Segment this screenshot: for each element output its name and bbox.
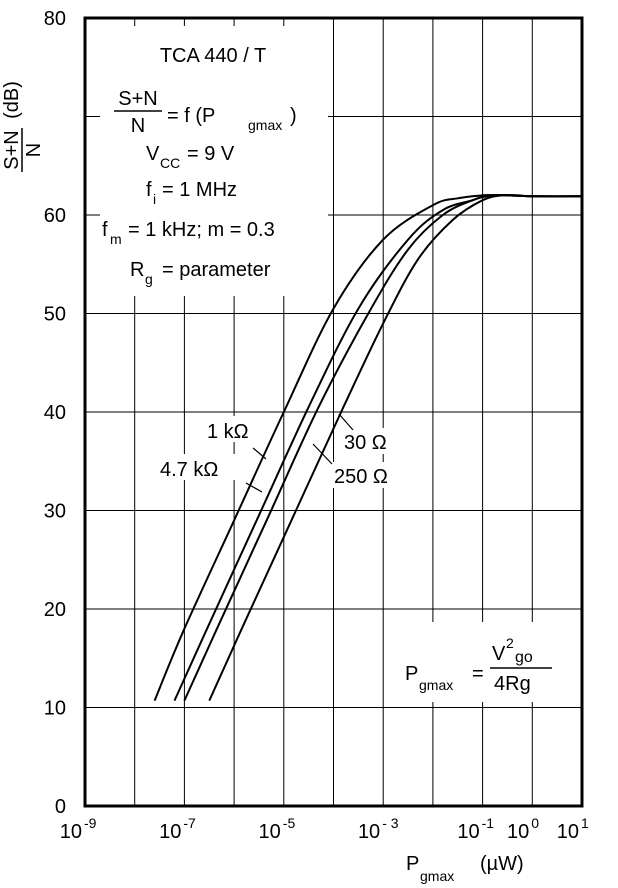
series-label-30: 30 Ω <box>344 432 387 454</box>
plot-frame <box>83 16 584 808</box>
x-tick-exponent: 1 <box>581 815 589 831</box>
pgmax-formula-bg <box>400 622 560 702</box>
y-tick-label: 0 <box>55 796 66 818</box>
leader-line-4k7 <box>245 482 263 493</box>
info-formula-den: N <box>131 115 145 137</box>
y-axis-title-unit: (dB) <box>1 81 23 119</box>
x-tick-base: 10 <box>259 821 281 843</box>
info-box-background <box>100 26 328 296</box>
series-line <box>208 193 583 702</box>
x-tick-base: 10 <box>557 821 579 843</box>
x-tick-base: 10 <box>159 821 181 843</box>
x-tick-label: 10- 3 <box>358 815 399 843</box>
x-tick-label: 10 -1 <box>457 815 494 843</box>
x-tick-base: 10 <box>457 821 479 843</box>
label-bg-30 <box>340 428 410 454</box>
x-tick-label: 10 -7 <box>159 815 196 843</box>
x-tick-exponent: 0 <box>531 815 539 831</box>
x-tick-exponent: -7 <box>183 815 196 831</box>
label-bg-1k <box>202 416 264 442</box>
y-tick-label: 40 <box>44 402 66 424</box>
leader-line-30 <box>338 413 354 431</box>
x-axis-title: P gmax (µW) <box>406 853 524 884</box>
info-fm-sub: m <box>110 231 122 247</box>
x-tick-base: 10 <box>507 821 529 843</box>
info-formula-num: S+N <box>118 88 157 110</box>
info-vcc-sub: CC <box>160 155 180 171</box>
x-tick-labels: 10 -9 10 -7 10 -5 10- 3 10 -1 10 0 10 1 <box>60 815 589 843</box>
x-axis-title-main: P <box>406 853 419 875</box>
pgmax-eq: = <box>472 663 484 685</box>
info-rg-rest: = parameter <box>162 259 271 281</box>
x-tick-exponent: - 3 <box>382 815 399 831</box>
pgmax-den: 4Rg <box>494 673 531 695</box>
x-tick-base: 10 <box>60 821 82 843</box>
info-fi-sub: i <box>153 191 156 207</box>
x-axis-title-sub: gmax <box>420 868 454 884</box>
info-fi-rest: = 1 MHz <box>162 179 237 201</box>
pgmax-lhs: P <box>405 663 418 685</box>
y-tick-label: 30 <box>44 501 66 523</box>
series-label-250: 250 Ω <box>334 466 388 488</box>
y-axis-title-num: S+N <box>1 130 23 169</box>
x-tick-exponent: -5 <box>283 815 296 831</box>
x-axis-title-unit: (µW) <box>480 853 524 875</box>
info-fi-main: f <box>146 179 152 201</box>
x-tick-exponent: -9 <box>84 815 97 831</box>
grid <box>85 18 582 806</box>
y-axis-title-den: N <box>23 143 45 157</box>
info-vcc: V CC = 9 V <box>146 143 235 171</box>
info-vcc-main: V <box>146 143 160 165</box>
info-formula-sub: gmax <box>248 117 282 133</box>
info-rg-sub: g <box>145 271 153 287</box>
pgmax-num-sub: go <box>515 649 533 666</box>
info-fi: f i = 1 MHz <box>146 179 237 207</box>
y-tick-labels: 0 10 20 30 40 50 60 80 <box>44 8 66 818</box>
x-tick-label: 10 -9 <box>60 815 97 843</box>
x-tick-label: 10 -5 <box>259 815 296 843</box>
info-formula-rest: = f (P <box>167 105 215 127</box>
y-tick-label: 50 <box>44 304 66 326</box>
pgmax-formula: P gmax = V 2 go 4Rg <box>400 622 560 702</box>
y-tick-label: 10 <box>44 698 66 720</box>
info-vcc-rest: = 9 V <box>187 143 235 165</box>
pgmax-num-main: V <box>492 643 506 665</box>
x-tick-exponent: -1 <box>482 815 495 831</box>
label-bg-250 <box>331 462 405 488</box>
info-formula: S+N N = f (P gmax ) <box>114 88 297 137</box>
x-tick-base: 10 <box>358 821 380 843</box>
info-fm-rest: = 1 kHz; m = 0.3 <box>128 219 275 241</box>
info-formula-close: ) <box>290 105 297 127</box>
pgmax-num-sup: 2 <box>506 635 514 651</box>
series-label-1k: 1 kΩ <box>207 421 249 443</box>
label-bg-4k7 <box>158 454 246 480</box>
info-fm-main: f <box>102 219 108 241</box>
y-tick-label: 80 <box>44 8 66 30</box>
info-fm: f m = 1 kHz; m = 0.3 <box>102 219 275 247</box>
curve-labels: 1 kΩ 4.7 kΩ 30 Ω 250 Ω <box>158 413 410 493</box>
x-tick-label: 10 1 <box>557 815 589 843</box>
y-tick-label: 60 <box>44 205 66 227</box>
info-rg-main: R <box>130 259 144 281</box>
x-tick-label: 10 0 <box>507 815 539 843</box>
y-tick-label: 20 <box>44 599 66 621</box>
info-box: TCA 440 / T S+N N = f (P gmax ) V CC = 9… <box>100 26 328 296</box>
info-title: TCA 440 / T <box>160 45 266 67</box>
leader-line-1k <box>252 447 267 460</box>
curves <box>153 193 583 702</box>
pgmax-lhs-sub: gmax <box>419 677 453 693</box>
y-axis-title: S+N N (dB) <box>1 81 45 172</box>
series-label-4k7: 4.7 kΩ <box>160 459 218 481</box>
leader-line-250 <box>312 443 333 465</box>
info-rg: R g = parameter <box>130 259 271 287</box>
